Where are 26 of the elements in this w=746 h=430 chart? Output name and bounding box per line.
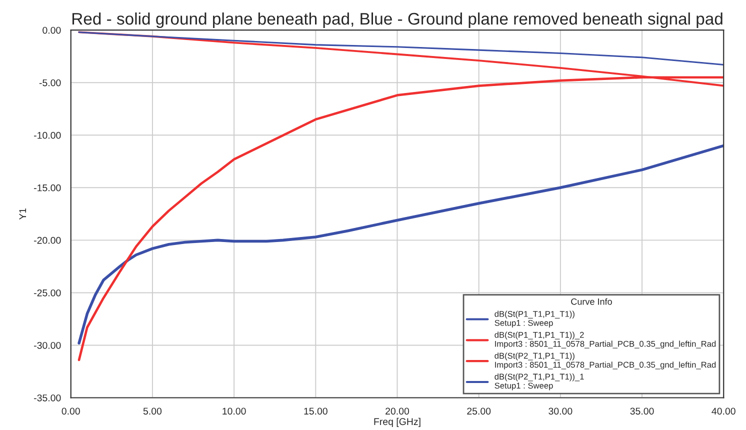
- legend-title: Curve Info: [571, 298, 612, 305]
- x-tick-label: 5.00: [143, 408, 162, 415]
- legend-label: dB(St(P1_T1,P1_T1))_2 Import3 : 8501_11_0578_Partial_PCB_0.35_gnd_leftin_Rad: [494, 332, 716, 348]
- y-tick-label: -15.00: [34, 184, 61, 192]
- x-tick-label: 15.00: [304, 408, 328, 415]
- y-tick-label: -30.00: [34, 342, 61, 349]
- y-tick-label: -20.00: [34, 236, 61, 244]
- chart-title: Red - solid ground plane beneath pad, Blue - Ground plane removed beneath signal pad: [72, 12, 722, 28]
- y-tick-label: -25.00: [34, 289, 61, 296]
- x-tick-label: 30.00: [548, 408, 572, 415]
- x-tick-label: 35.00: [630, 408, 654, 415]
- y-axis-title: Y1: [19, 208, 26, 220]
- x-tick-label: 0.00: [62, 408, 80, 415]
- x-tick-label: 20.00: [386, 408, 410, 415]
- legend-label: dB(St(P2_T1,P1_T1))_1 Setup1 : Sweep: [494, 374, 584, 390]
- x-tick-label: 10.00: [222, 408, 246, 415]
- x-axis-title: Freq [GHz]: [374, 418, 420, 427]
- x-tick-label: 25.00: [467, 408, 491, 415]
- legend-label: dB(St(P1_T1,P1_T1)) Setup1 : Sweep: [494, 310, 574, 328]
- x-tick-label: 40.00: [712, 408, 736, 415]
- line-series: [78, 31, 724, 66]
- y-tick-label: 0.00: [42, 26, 61, 34]
- y-tick-label: -10.00: [34, 132, 61, 139]
- y-tick-label: -5.00: [39, 79, 61, 86]
- legend-label: dB(St(P2_T1,P1_T1)) Import3 : 8501_11_0578_Partial_PCB_0.35_gnd_leftin_Rad: [494, 352, 716, 370]
- y-tick-label: -35.00: [34, 394, 61, 402]
